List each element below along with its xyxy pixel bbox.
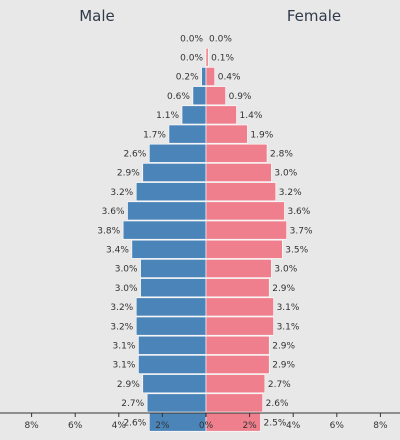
male-bar [192, 86, 207, 106]
male-bar [201, 67, 207, 86]
male-bar-label: 3.0% [115, 265, 138, 275]
x-tick-label: 6% [330, 421, 345, 431]
male-bar [135, 182, 207, 202]
x-tick-label: 2% [242, 421, 257, 431]
male-bar-label: 3.1% [113, 361, 136, 371]
x-tick-label: 0% [199, 421, 214, 431]
male-bar [168, 124, 207, 144]
female-bar [205, 201, 285, 221]
male-bar [131, 239, 207, 259]
female-bar-label: 3.6% [287, 207, 310, 217]
female-bar [205, 335, 270, 355]
male-bar-label: 3.2% [110, 188, 133, 198]
male-bar [149, 143, 207, 163]
female-bar-label: 2.8% [270, 150, 293, 160]
male-bar [135, 297, 207, 317]
male-bar [135, 316, 207, 336]
male-bar [140, 278, 207, 298]
male-bar-label: 3.4% [106, 246, 129, 256]
female-bar [205, 163, 272, 182]
female-bar [205, 259, 272, 278]
x-tick-label: 8% [24, 421, 39, 431]
female-bar-label: 1.4% [240, 111, 263, 121]
female-bar-label: 3.7% [290, 226, 313, 236]
male-bar-label: 0.0% [180, 34, 203, 44]
female-bar-label: 0.0% [209, 34, 232, 44]
female-bar-label: 1.9% [250, 130, 273, 140]
female-bar [205, 124, 248, 144]
female-bar-label: 3.1% [277, 322, 300, 332]
female-bar-label: 3.0% [274, 265, 297, 275]
male-bar-label: 2.6% [123, 150, 146, 160]
female-bar-label: 3.2% [279, 188, 302, 198]
female-bar-label: 0.1% [211, 54, 234, 64]
female-bar-label: 3.5% [285, 246, 308, 256]
female-bar [205, 105, 237, 125]
male-bar [138, 335, 207, 355]
male-bar-label: 2.7% [121, 399, 144, 409]
male-bar-label: 3.2% [110, 322, 133, 332]
female-bar-label: 3.1% [277, 303, 300, 313]
female-bar-label: 2.9% [272, 361, 295, 371]
male-bar [142, 163, 207, 182]
male-bar-label: 3.6% [102, 207, 125, 217]
male-bar [140, 259, 207, 278]
female-bar [205, 86, 226, 106]
male-bar-label: 3.1% [113, 342, 136, 352]
female-bar-label: 2.7% [268, 380, 291, 390]
x-tick-label: 8% [373, 421, 388, 431]
male-bar-label: 1.7% [143, 130, 166, 140]
female-bar-label: 2.6% [266, 399, 289, 409]
female-bar [205, 182, 277, 202]
female-bar [205, 297, 274, 317]
female-title: Female [287, 7, 341, 25]
female-bar [205, 393, 263, 413]
x-tick-label: 6% [68, 421, 83, 431]
female-bar [205, 374, 266, 394]
male-bar-label: 0.2% [176, 73, 199, 83]
female-bar [205, 220, 287, 240]
female-bar-label: 0.9% [229, 92, 252, 102]
x-tick-label: 4% [286, 421, 301, 431]
male-bar [146, 393, 207, 413]
male-bar-label: 0.6% [167, 92, 190, 102]
female-bar [205, 47, 209, 67]
female-bar-label: 2.9% [272, 342, 295, 352]
x-tick-label: 2% [155, 421, 170, 431]
male-bar-label: 2.9% [117, 380, 140, 390]
female-bar [205, 67, 216, 86]
male-bar-label: 2.9% [117, 169, 140, 179]
female-bar-label: 0.4% [218, 73, 241, 83]
female-bar [205, 316, 274, 336]
x-axis: 8% 6% 4% 2% 0% 2% 4% 6% 8% [0, 412, 400, 431]
male-bar [127, 201, 207, 221]
male-bar-label: 3.8% [97, 226, 120, 236]
female-bar [205, 278, 270, 298]
male-bar [122, 220, 207, 240]
male-bar [138, 355, 207, 374]
bars-group [122, 47, 287, 432]
male-bar-label: 0.0% [180, 54, 203, 64]
female-bar-label: 2.5% [264, 418, 287, 428]
male-bar-label: 3.0% [115, 284, 138, 294]
female-bar-label: 2.9% [272, 284, 295, 294]
bar-labels-group: 0.0% 0.0% 0.0% 0.1% 0.2% 0.4% 0.6% 0.9% 1.1% 1.4%… [97, 34, 313, 428]
female-bar-label: 3.0% [274, 169, 297, 179]
male-title: Male [79, 7, 115, 25]
male-bar [181, 105, 207, 125]
male-bar-label: 1.1% [156, 111, 179, 121]
female-bar [205, 143, 268, 163]
male-bar-label: 3.2% [110, 303, 133, 313]
male-bar [142, 374, 207, 394]
female-bar [205, 239, 283, 259]
male-bar-label: 2.6% [123, 418, 146, 428]
female-bar [205, 355, 270, 374]
x-tick-label: 4% [112, 421, 127, 431]
